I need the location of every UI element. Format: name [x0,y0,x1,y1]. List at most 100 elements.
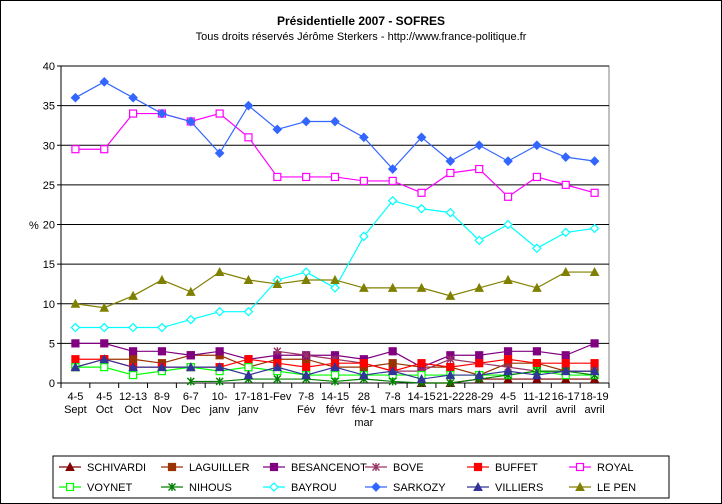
data-point-besancenot [590,339,599,348]
data-point-voynet [244,363,253,372]
data-point-villiers [359,370,369,380]
legend-label-villiers: VILLIERS [495,482,543,494]
data-point-bayrou [330,283,340,293]
data-point-bayrou [128,322,138,333]
legend-label-schivardi: SCHIVARDI [87,462,146,474]
data-point-villiers [503,366,513,376]
data-point-le-pen [532,282,542,292]
data-point-villiers [272,362,283,372]
data-point-sarkozy [387,164,398,174]
x-tick-label: 7-8 mars [380,391,405,416]
legend-marker-laguiller [167,462,177,472]
data-point-nihous [186,377,195,386]
data-point-besancenot [503,347,513,356]
data-point-royal [590,188,599,197]
data-point-sarkozy [214,148,225,159]
x-tick-label: 6-7 Dec [181,391,201,416]
data-point-sarkozy [560,152,571,162]
data-point-villiers [387,366,398,376]
data-point-bayrou [387,195,398,206]
data-point-sarkozy [301,116,312,127]
data-point-villiers [532,370,542,380]
data-point-villiers [589,366,600,376]
legend-label-sarkozy: SARKOZY [393,482,446,494]
data-point-royal [388,176,397,186]
data-point-voynet [100,363,109,372]
data-point-besancenot [475,351,484,360]
data-point-sarkozy [503,156,513,166]
data-point-le-pen [474,282,485,292]
x-tick-label: 4-5 Sept [64,391,87,416]
data-point-besancenot [71,339,80,348]
data-point-royal [330,172,340,182]
data-point-bayrou [416,203,427,214]
data-point-buffet [244,355,253,364]
data-point-royal [475,164,484,174]
data-point-nihous [273,375,282,384]
data-point-bayrou [214,306,225,317]
legend-marker-besancenot [269,462,279,472]
data-point-villiers [214,362,225,372]
data-point-villiers [474,370,485,380]
data-point-bayrou [157,322,167,333]
legend-marker-nihous [168,483,176,491]
data-point-bayrou [445,207,456,218]
data-point-villiers [128,362,138,372]
x-tick-label: 10-janv [209,391,231,416]
data-point-villiers [416,373,427,384]
y-tick-label: 35 [43,101,55,113]
data-point-villiers [445,370,456,380]
legend-marker-voynet [65,482,75,492]
x-tick-label: 8-9 Nov [152,391,172,416]
x-tick-label: 28 fév-1 mar [352,391,376,429]
data-point-sarkozy [272,124,283,135]
data-point-villiers [99,354,110,364]
x-tick-label: 14-15 févr [321,391,349,416]
legend-label-laguiller: LAGUILLER [189,462,250,474]
data-point-sarkozy [445,156,456,166]
data-point-royal [71,145,80,154]
legend-label-nihous: NIHOUS [189,482,232,494]
data-point-sarkozy [474,140,485,151]
data-point-nihous [446,379,455,387]
data-point-royal [417,188,426,197]
y-tick-label: 25 [43,180,55,192]
data-point-bayrou [474,235,485,246]
legend-label-bove: BOVE [393,462,424,474]
data-point-royal [561,180,570,189]
legend-marker-le-pen [575,481,585,491]
x-tick-label: 7-8 Fév [297,391,316,416]
data-point-sarkozy [330,116,340,127]
chart-subtitle: Tous droits réservés Jérôme Sterkers - h… [195,31,527,43]
chart-title: Présidentielle 2007 - SOFRES [276,14,446,28]
data-point-bayrou [560,227,571,238]
legend [52,455,670,499]
x-tick-label: 21-22 mars [436,391,464,416]
data-point-voynet [129,370,138,380]
data-point-bayrou [358,231,369,242]
data-point-bove [273,347,282,356]
data-point-bayrou [589,223,600,234]
data-point-le-pen [128,290,138,300]
data-point-sarkozy [157,108,167,119]
data-point-besancenot [186,351,195,360]
data-point-buffet [446,363,455,372]
data-point-bayrou [70,322,81,333]
y-tick-label: 20 [43,220,55,232]
legend-marker-bove [372,463,380,471]
data-point-villiers [157,362,167,372]
legend-label-le-pen: LE PEN [597,482,636,494]
data-point-le-pen [387,282,398,292]
y-tick-label: 40 [43,61,55,73]
legend-marker-buffet [473,462,483,472]
data-point-nihous [331,377,339,386]
data-point-bayrou [185,314,196,325]
legend-label-royal: ROYAL [597,462,633,474]
data-point-royal [503,192,513,201]
data-point-sarkozy [358,132,369,143]
data-point-buffet [417,359,426,368]
data-point-le-pen [157,274,167,284]
data-point-bayrou [503,219,513,230]
